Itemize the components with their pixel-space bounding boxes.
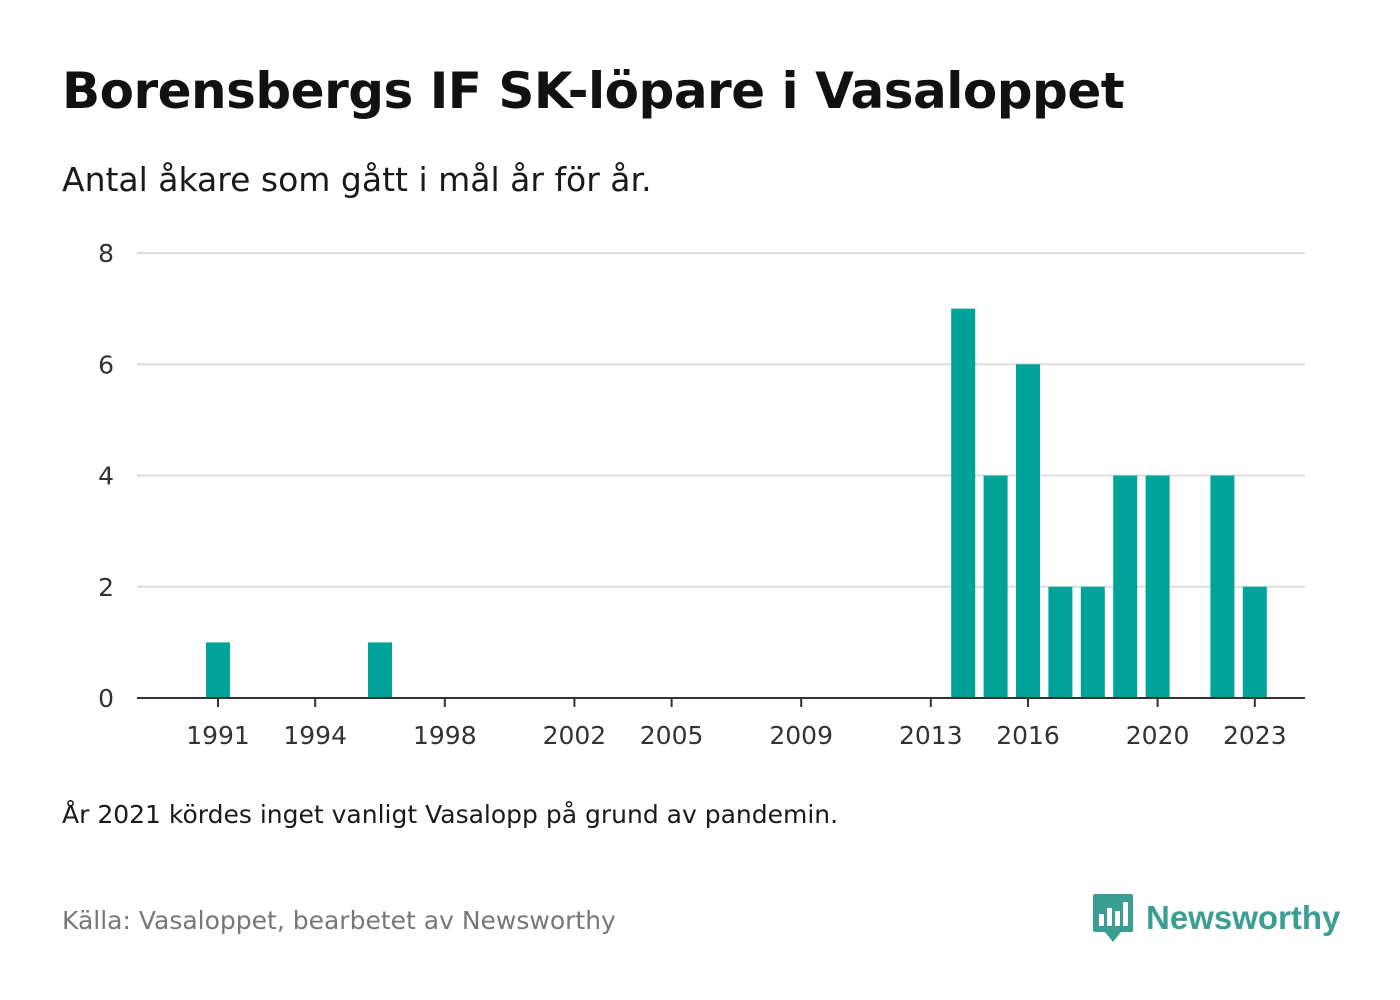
bars (206, 308, 1267, 698)
x-tick-label: 2016 (996, 721, 1060, 750)
gridlines (137, 252, 1305, 588)
chart-note: År 2021 kördes inget vanligt Vasalopp på… (62, 800, 839, 829)
bar-1991 (206, 642, 230, 698)
newsworthy-logo-text: Newsworthy (1146, 899, 1341, 936)
x-tick-label: 2009 (769, 721, 833, 750)
x-tick-label: 1991 (186, 721, 250, 750)
x-tick-label: 2005 (640, 721, 704, 750)
y-tick-label: 6 (98, 350, 114, 379)
bar-2014 (951, 308, 976, 698)
source-text: Källa: Vasaloppet, bearbetet av Newswort… (62, 906, 616, 935)
x-tick-label: 2023 (1223, 721, 1287, 750)
y-tick-label: 8 (98, 239, 114, 268)
y-tick-label: 0 (98, 684, 114, 713)
bar-2023 (1242, 586, 1267, 698)
bar-2020 (1145, 475, 1170, 698)
bar-2017 (1048, 586, 1073, 698)
chart-subtitle: Antal åkare som gått i mål år för år. (62, 160, 652, 199)
x-tick-label: 2002 (543, 721, 607, 750)
bar-2016 (1016, 364, 1040, 698)
y-tick-label: 2 (98, 573, 114, 602)
bar-2015 (983, 475, 1008, 698)
bar-chart: 0 2 4 6 8 1991 1994 1998 2002 2005 2009 2013 2016 202… (98, 239, 1305, 750)
bar-2018 (1080, 586, 1105, 698)
bar-1996 (368, 642, 392, 698)
chart-title: Borensbergs IF SK-löpare i Vasaloppet (62, 62, 1125, 120)
x-tick-label: 1994 (283, 721, 347, 750)
axes: 0 2 4 6 8 1991 1994 1998 2002 2005 2009 2013 2016 202… (98, 239, 1305, 750)
bar-2022 (1210, 475, 1235, 698)
y-tick-label: 4 (98, 462, 114, 491)
x-tick-label: 2013 (899, 721, 963, 750)
x-tick-label: 2020 (1126, 721, 1190, 750)
newsworthy-logo-icon (1093, 894, 1133, 942)
bar-2019 (1113, 475, 1138, 698)
newsworthy-logo: Newsworthy (1092, 890, 1340, 946)
x-tick-label: 1998 (413, 721, 477, 750)
